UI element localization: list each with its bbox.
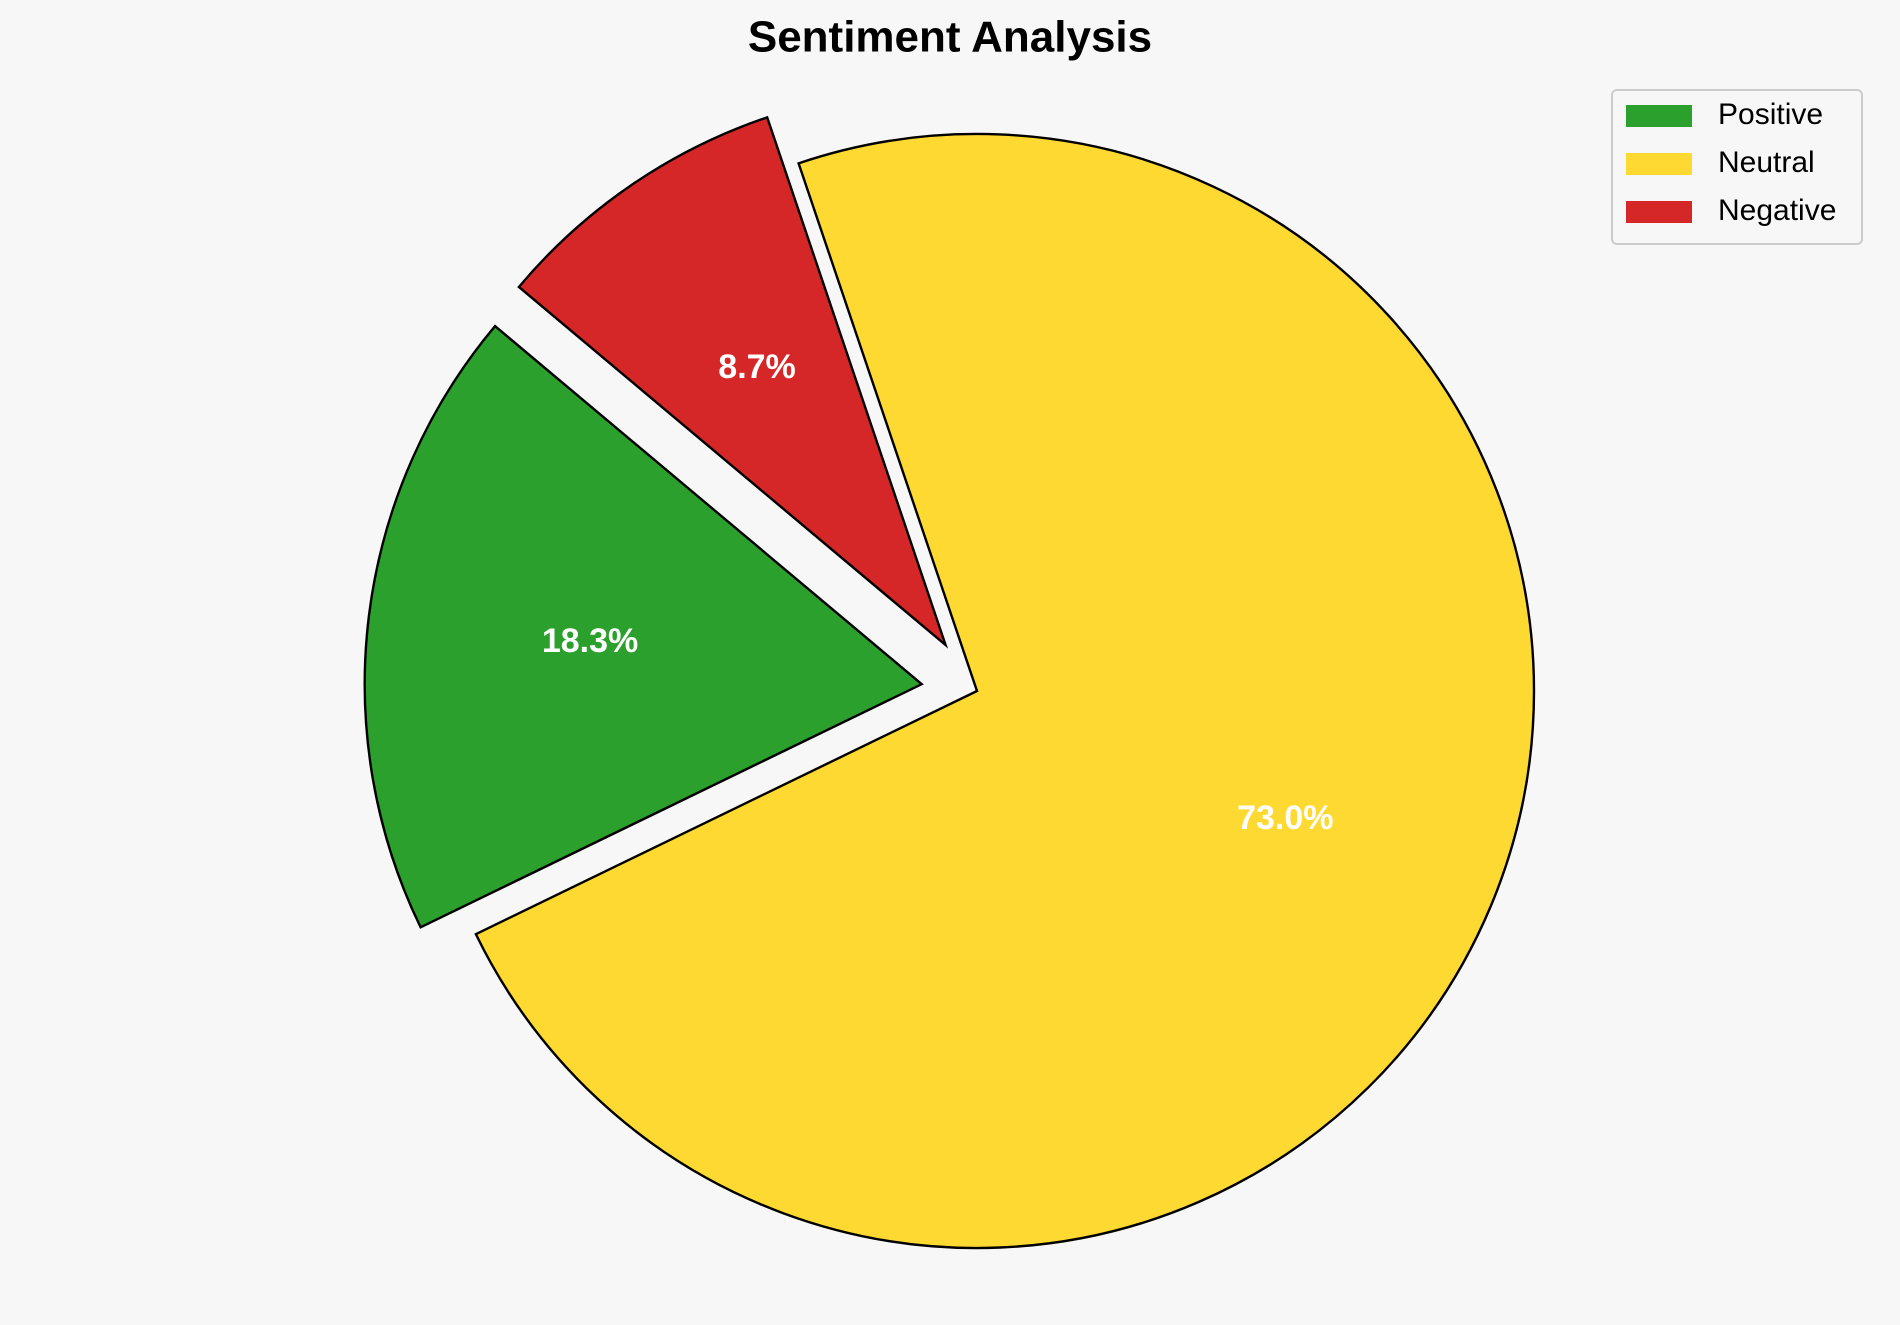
pie-slice — [474, 132, 1536, 1250]
legend-swatch — [1626, 105, 1692, 127]
data-label: 73.0% — [1237, 799, 1333, 837]
legend-label: Negative — [1718, 194, 1836, 227]
legend-label: Neutral — [1718, 146, 1815, 179]
chart-title: Sentiment Analysis — [748, 13, 1152, 62]
pie-slice — [517, 115, 949, 649]
legend-swatch — [1626, 201, 1692, 223]
data-label: 18.3% — [542, 622, 638, 660]
pie-slice — [363, 324, 924, 929]
legend-swatch — [1626, 153, 1692, 175]
data-label: 8.7% — [718, 348, 796, 386]
legend-label: Positive — [1718, 98, 1823, 131]
legend: Positive Neutral Negative — [1611, 89, 1863, 245]
